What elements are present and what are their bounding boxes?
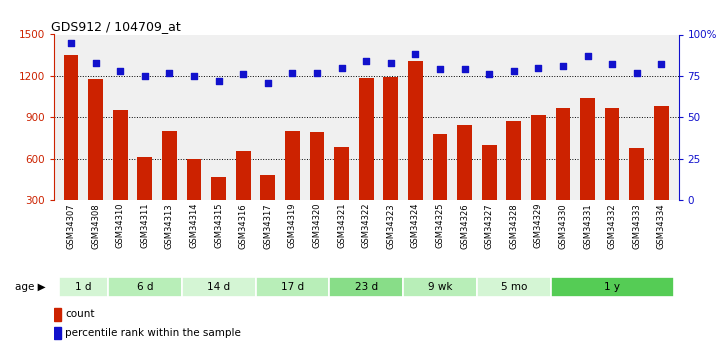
Text: 17 d: 17 d — [281, 282, 304, 292]
Bar — [580, 98, 595, 241]
Bar — [309, 132, 325, 241]
Bar — [285, 131, 300, 241]
Bar — [211, 177, 226, 242]
Bar — [236, 151, 251, 242]
Bar — [654, 106, 668, 241]
Point — [459, 67, 470, 72]
Text: 1 d: 1 d — [75, 282, 92, 292]
Point — [631, 70, 643, 75]
Bar — [88, 79, 103, 242]
Bar — [403, 277, 477, 297]
Text: 23 d: 23 d — [355, 282, 378, 292]
Bar — [383, 77, 398, 242]
Point — [311, 70, 322, 75]
Bar — [629, 148, 644, 242]
Point — [385, 60, 396, 66]
Point — [238, 71, 249, 77]
Bar — [113, 110, 128, 242]
Bar — [330, 277, 403, 297]
Point — [65, 40, 77, 46]
Text: age ▶: age ▶ — [15, 282, 46, 292]
Point — [656, 61, 667, 67]
Bar — [261, 175, 275, 241]
Bar — [256, 277, 330, 297]
Text: count: count — [65, 309, 95, 319]
Bar — [137, 157, 152, 241]
Point — [582, 53, 593, 59]
Bar — [162, 131, 177, 241]
Bar — [64, 55, 78, 242]
Text: 5 mo: 5 mo — [500, 282, 527, 292]
Point — [607, 61, 618, 67]
Point — [410, 52, 421, 57]
Bar — [54, 308, 61, 321]
Point — [508, 68, 520, 74]
Bar — [605, 108, 620, 242]
Text: GDS912 / 104709_at: GDS912 / 104709_at — [51, 20, 180, 33]
Bar — [551, 277, 673, 297]
Point — [336, 65, 348, 70]
Bar — [506, 121, 521, 242]
Point — [139, 73, 151, 79]
Point — [188, 73, 200, 79]
Bar — [457, 125, 472, 242]
Point — [434, 67, 446, 72]
Point — [164, 70, 175, 75]
Point — [483, 71, 495, 77]
Bar — [187, 159, 202, 242]
Point — [213, 78, 224, 83]
Bar — [182, 277, 256, 297]
Text: 14 d: 14 d — [207, 282, 230, 292]
Bar — [482, 145, 497, 242]
Bar — [59, 277, 108, 297]
Point — [360, 58, 372, 64]
Bar — [54, 327, 61, 339]
Bar — [108, 277, 182, 297]
Bar — [334, 147, 349, 242]
Point — [533, 65, 544, 70]
Bar — [432, 134, 447, 242]
Point — [90, 60, 101, 66]
Point — [286, 70, 298, 75]
Bar — [556, 108, 570, 242]
Point — [557, 63, 569, 69]
Bar — [359, 78, 373, 242]
Point — [114, 68, 126, 74]
Text: 1 y: 1 y — [604, 282, 620, 292]
Point — [262, 80, 274, 85]
Text: 9 wk: 9 wk — [428, 282, 452, 292]
Text: 6 d: 6 d — [136, 282, 153, 292]
Text: percentile rank within the sample: percentile rank within the sample — [65, 328, 241, 338]
Bar — [477, 277, 551, 297]
Bar — [531, 115, 546, 242]
Bar — [408, 61, 423, 242]
